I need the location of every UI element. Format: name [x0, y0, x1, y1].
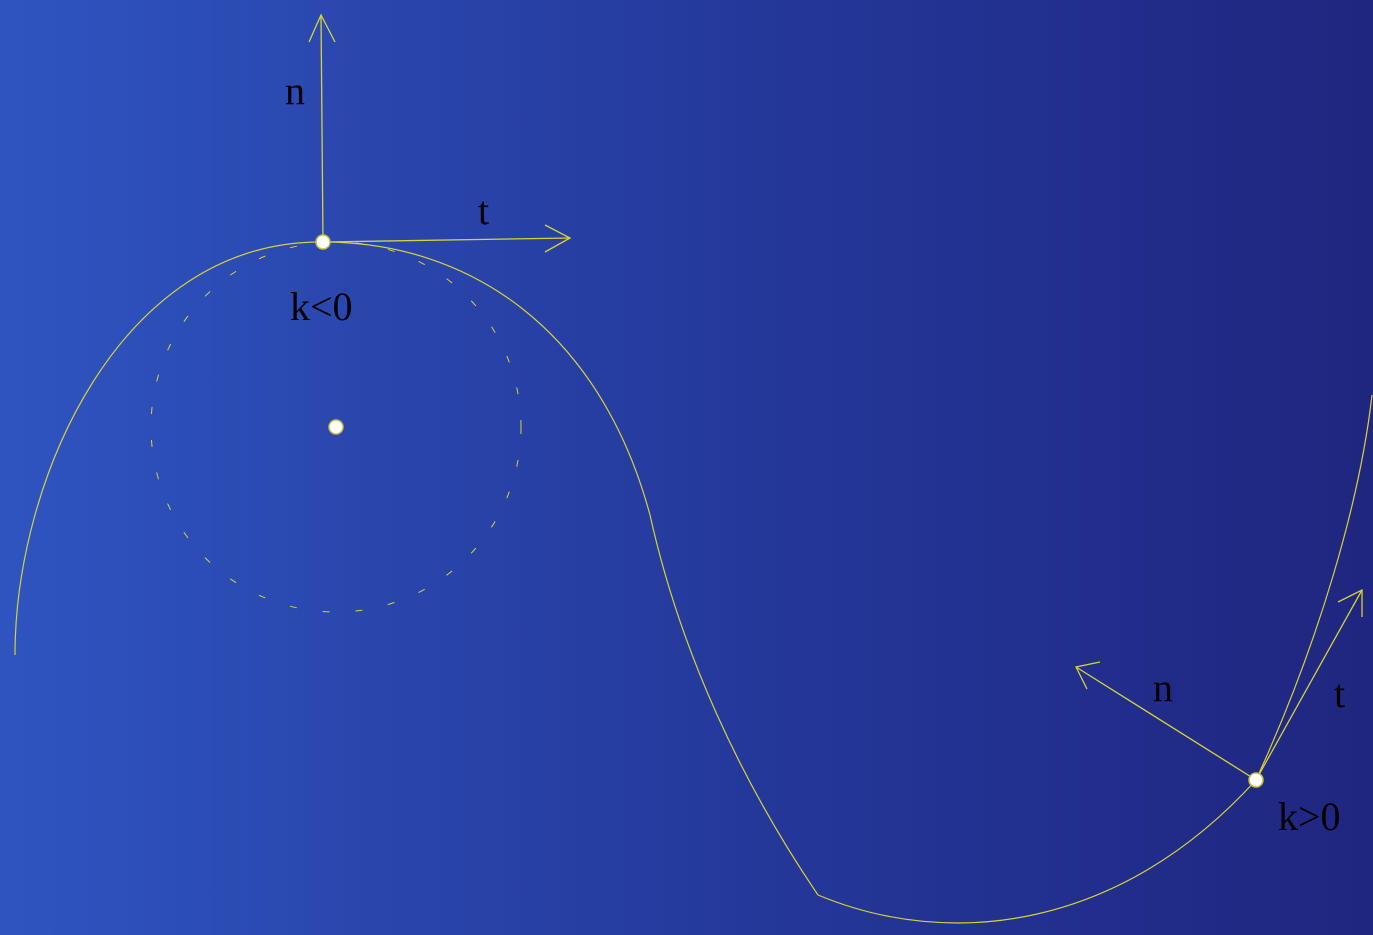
tangent-label-right: t: [1334, 671, 1345, 716]
tangent-vector-left: [322, 237, 571, 243]
normal-label-left: n: [285, 68, 305, 113]
normal-vector-left: [320, 14, 324, 243]
curve-point-left: [315, 234, 331, 250]
circle-center-point: [328, 419, 344, 435]
curvature-label-left: k<0: [290, 284, 353, 329]
curve-left-arc: [14, 241, 651, 656]
normal-label-right: n: [1153, 665, 1173, 710]
tangent-vector-right: [1255, 589, 1363, 781]
normal-arrowhead-right: [1075, 661, 1101, 690]
curvature-label-right: k>0: [1278, 794, 1341, 839]
normal-vector-right: [1075, 666, 1257, 781]
tangent-arrowhead-right: [1337, 588, 1363, 617]
curve-point-right: [1248, 772, 1264, 788]
curve-middle-segment: [649, 514, 819, 896]
tangent-arrowhead-left: [544, 224, 572, 253]
normal-arrowhead-left: [308, 13, 336, 43]
osculating-circle: [150, 241, 522, 613]
curve-bottom-arc: [817, 394, 1373, 924]
tangent-label-left: t: [478, 188, 489, 233]
